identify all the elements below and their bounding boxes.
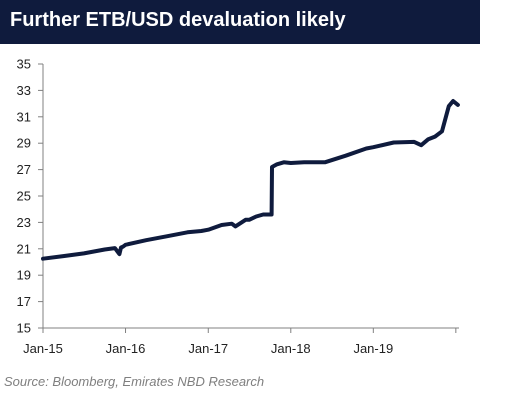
x-tick-label: Jan-18 (271, 341, 311, 356)
y-tick-label: 21 (17, 241, 31, 256)
y-tick-label: 19 (17, 268, 31, 283)
x-tick-label: Jan-17 (188, 341, 228, 356)
y-tick-label: 35 (17, 57, 31, 72)
x-tick-label: Jan-15 (23, 341, 63, 356)
line-chart: 15 17 19 21 23 25 27 29 31 33 35 Jan-15 Jan-16 Jan-17… (17, 57, 460, 356)
y-tick-label: 25 (17, 189, 31, 204)
chart-title: Further ETB/USD devaluation likely (10, 9, 346, 31)
x-tick-label: Jan-19 (353, 341, 393, 356)
y-tick-label: 23 (17, 215, 31, 230)
y-tick-label: 29 (17, 136, 31, 151)
x-tick-label: Jan-16 (106, 341, 146, 356)
y-tick-label: 31 (17, 109, 31, 124)
y-tick-label: 17 (17, 294, 31, 309)
series-line (41, 99, 460, 261)
source-note: Source: Bloomberg, Emirates NBD Research (4, 374, 265, 389)
y-tick-label: 27 (17, 162, 31, 177)
title-bar: Further ETB/USD devaluation likely (0, 0, 480, 44)
y-tick-label: 15 (17, 321, 31, 336)
y-tick-label: 33 (17, 83, 31, 98)
